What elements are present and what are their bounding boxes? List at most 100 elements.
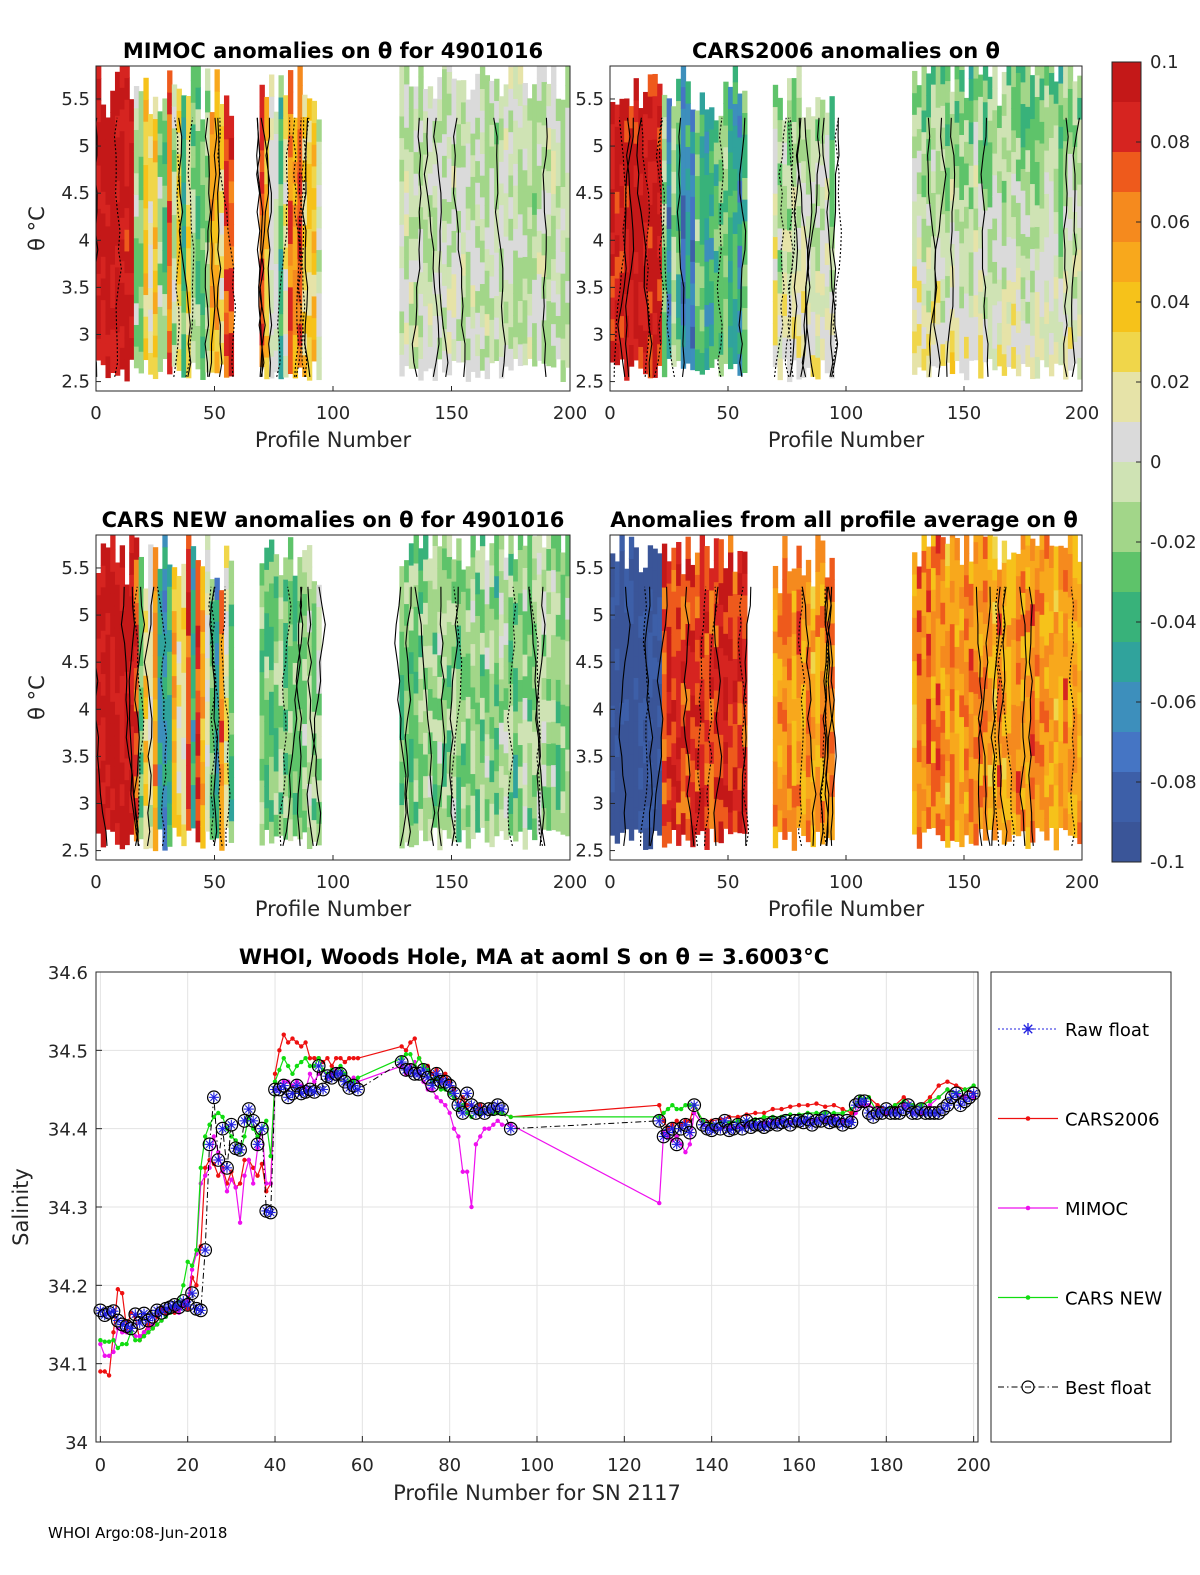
heatmap-cell — [209, 285, 216, 308]
heatmap-cell — [465, 587, 472, 611]
heatmap-cell — [129, 250, 135, 274]
contour-line — [292, 117, 301, 377]
heatmap-cell — [223, 545, 230, 568]
heatmap-cell — [555, 228, 562, 251]
heatmap-cells — [610, 535, 1082, 851]
colorbar-swatch — [1112, 492, 1141, 503]
heatmap-cell — [176, 749, 182, 772]
heatmap-cell — [1044, 623, 1050, 646]
heatmap-cell — [704, 347, 710, 371]
heatmap-cell — [432, 610, 438, 633]
heatmap-cell — [119, 173, 126, 197]
heatmap-cell — [143, 588, 149, 611]
heatmap-cell — [829, 139, 835, 162]
heatmap-cell — [269, 756, 275, 779]
heatmap-cell — [671, 279, 677, 302]
heatmap-cell — [815, 292, 821, 315]
heatmap-cell — [1053, 806, 1059, 829]
heatmap-cell — [114, 584, 121, 607]
heatmap-cell — [742, 573, 748, 596]
heatmap-cell — [699, 592, 705, 615]
heatmap-cell — [699, 657, 705, 680]
heatmap-cell — [723, 320, 729, 343]
heatmap-cell — [306, 228, 313, 251]
data-point — [936, 1095, 941, 1100]
heatmap-cell — [551, 764, 557, 787]
heatmap-cell — [546, 343, 552, 367]
heatmap-cell — [408, 781, 415, 804]
heatmap-cell — [451, 646, 457, 669]
heatmap-cell — [536, 768, 543, 792]
heatmap-cell — [1025, 783, 1031, 806]
contour-line — [209, 586, 219, 846]
heatmap-cell — [181, 737, 187, 760]
heatmap-cell — [787, 636, 793, 659]
heatmap-cell — [302, 745, 308, 768]
heatmap-cell — [723, 81, 729, 104]
heatmap-cell — [541, 742, 547, 765]
heatmap-cell — [219, 255, 225, 278]
contour-line — [178, 117, 192, 378]
heatmap-cell — [619, 98, 625, 122]
heatmap-cell — [949, 688, 956, 711]
heatmap-cell — [805, 624, 812, 648]
data-point — [102, 1339, 107, 1344]
heatmap-cell — [661, 268, 668, 291]
colorbar-swatch — [1112, 712, 1141, 723]
heatmap-cell — [560, 316, 566, 339]
heatmap-cell — [162, 785, 168, 808]
heatmap-cell — [536, 703, 543, 727]
heatmap-cell — [138, 643, 144, 666]
heatmap-cell — [273, 133, 280, 156]
heatmap-cell — [1048, 66, 1055, 73]
heatmap-cell — [1001, 331, 1008, 355]
colorbar-swatch — [1112, 762, 1141, 773]
heatmap-cell — [264, 612, 270, 635]
heatmap-cell — [718, 267, 724, 290]
heatmap-cell — [921, 326, 927, 349]
heatmap-cell — [470, 306, 476, 329]
heatmap-cell — [647, 117, 654, 140]
heatmap-cell — [157, 349, 163, 372]
heatmap-cell — [133, 689, 140, 712]
y-tick-label: 4.5 — [61, 183, 90, 204]
heatmap-cell — [259, 323, 265, 346]
heatmap-cell — [186, 182, 192, 205]
heatmap-cell — [451, 143, 457, 166]
heatmap-cell — [479, 196, 486, 220]
heatmap-cell — [685, 81, 691, 104]
data-point — [106, 1353, 112, 1359]
data-point — [264, 1118, 269, 1124]
heatmap-cell — [935, 704, 941, 727]
heatmap-cell — [652, 95, 658, 118]
heatmap-cell — [718, 647, 724, 670]
heatmap-cell — [190, 167, 197, 190]
heatmap-cell — [408, 129, 415, 153]
heatmap-cell — [1048, 610, 1055, 633]
heatmap-cell — [690, 347, 696, 371]
heatmap-cell — [302, 723, 308, 746]
heatmap-cell — [997, 149, 1003, 172]
heatmap-cell — [676, 187, 682, 210]
heatmap-cell — [732, 168, 739, 191]
heatmap-cell — [437, 77, 443, 100]
heatmap-cell — [992, 579, 998, 603]
heatmap-cell — [782, 337, 788, 360]
heatmap-cell — [264, 291, 270, 315]
data-point — [779, 1106, 784, 1112]
heatmap-cell — [1025, 344, 1031, 367]
heatmap-cell — [610, 231, 616, 255]
heatmap-cell — [292, 792, 299, 815]
heatmap-cell — [810, 224, 816, 247]
heatmap-cell — [614, 713, 621, 736]
heatmap-cell — [978, 291, 984, 314]
heatmap-cell — [283, 644, 289, 667]
heatmap-cell — [796, 567, 802, 590]
heatmap-cell — [451, 273, 457, 296]
heatmap-cell — [110, 285, 116, 309]
heatmap-cell — [278, 791, 284, 815]
heatmap-cell — [465, 207, 472, 231]
heatmap-cell — [119, 238, 126, 262]
heatmap-cell — [805, 280, 812, 303]
heatmap-cell — [713, 185, 720, 208]
